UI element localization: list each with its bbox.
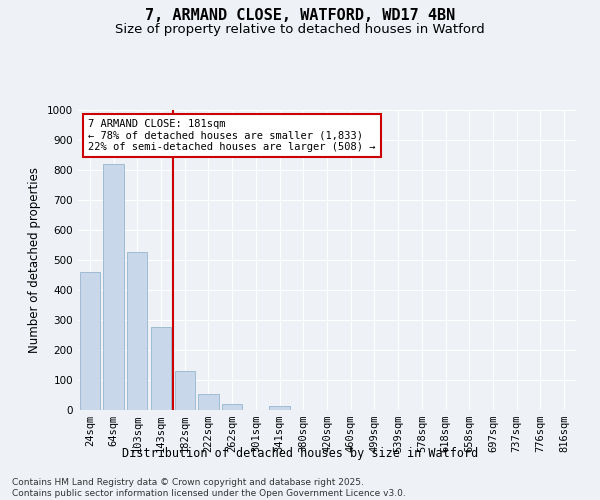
Bar — [151, 327, 171, 410]
Text: Contains HM Land Registry data © Crown copyright and database right 2025.
Contai: Contains HM Land Registry data © Crown c… — [12, 478, 406, 498]
Bar — [175, 371, 195, 410]
Bar — [127, 252, 148, 410]
Bar — [80, 272, 100, 410]
Text: Size of property relative to detached houses in Watford: Size of property relative to detached ho… — [115, 22, 485, 36]
Bar — [103, 164, 124, 410]
Y-axis label: Number of detached properties: Number of detached properties — [28, 167, 41, 353]
Text: 7, ARMAND CLOSE, WATFORD, WD17 4BN: 7, ARMAND CLOSE, WATFORD, WD17 4BN — [145, 8, 455, 22]
Text: 7 ARMAND CLOSE: 181sqm
← 78% of detached houses are smaller (1,833)
22% of semi-: 7 ARMAND CLOSE: 181sqm ← 78% of detached… — [88, 119, 376, 152]
Bar — [269, 406, 290, 410]
Bar — [199, 394, 218, 410]
Text: Distribution of detached houses by size in Watford: Distribution of detached houses by size … — [122, 448, 478, 460]
Bar — [222, 404, 242, 410]
